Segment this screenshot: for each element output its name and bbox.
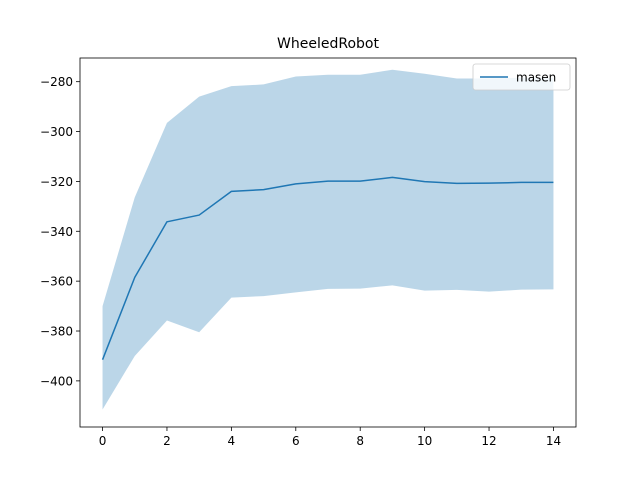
x-tick-label: 10 bbox=[417, 434, 432, 448]
axes: 0 2 4 6 8 10 12 14 −400 −380 −360 −340 −320 −300 −280 bbox=[40, 57, 577, 448]
chart-title: WheeledRobot bbox=[277, 36, 379, 52]
y-tick-label: −280 bbox=[40, 75, 73, 89]
x-tick-label: 0 bbox=[99, 434, 107, 448]
x-tick-label: 2 bbox=[163, 434, 171, 448]
x-tick-label: 6 bbox=[292, 434, 300, 448]
y-tick-label: −360 bbox=[40, 275, 73, 289]
axes-frame bbox=[79, 57, 577, 428]
y-tick-label: −320 bbox=[40, 175, 73, 189]
y-tick-label: −400 bbox=[40, 374, 73, 388]
legend-box bbox=[472, 63, 571, 91]
legend-label: masen bbox=[516, 71, 556, 85]
x-tick-label: 4 bbox=[228, 434, 236, 448]
series-band-masen bbox=[102, 69, 554, 410]
y-tick-label: −380 bbox=[40, 325, 73, 339]
x-tick-label: 8 bbox=[356, 434, 364, 448]
y-tick-label: −300 bbox=[40, 125, 73, 139]
y-tick-label: −340 bbox=[40, 225, 73, 239]
x-tick-label: 12 bbox=[481, 434, 496, 448]
legend: masen bbox=[472, 63, 571, 91]
plot-area bbox=[101, 69, 554, 410]
x-tick-label: 14 bbox=[546, 434, 561, 448]
